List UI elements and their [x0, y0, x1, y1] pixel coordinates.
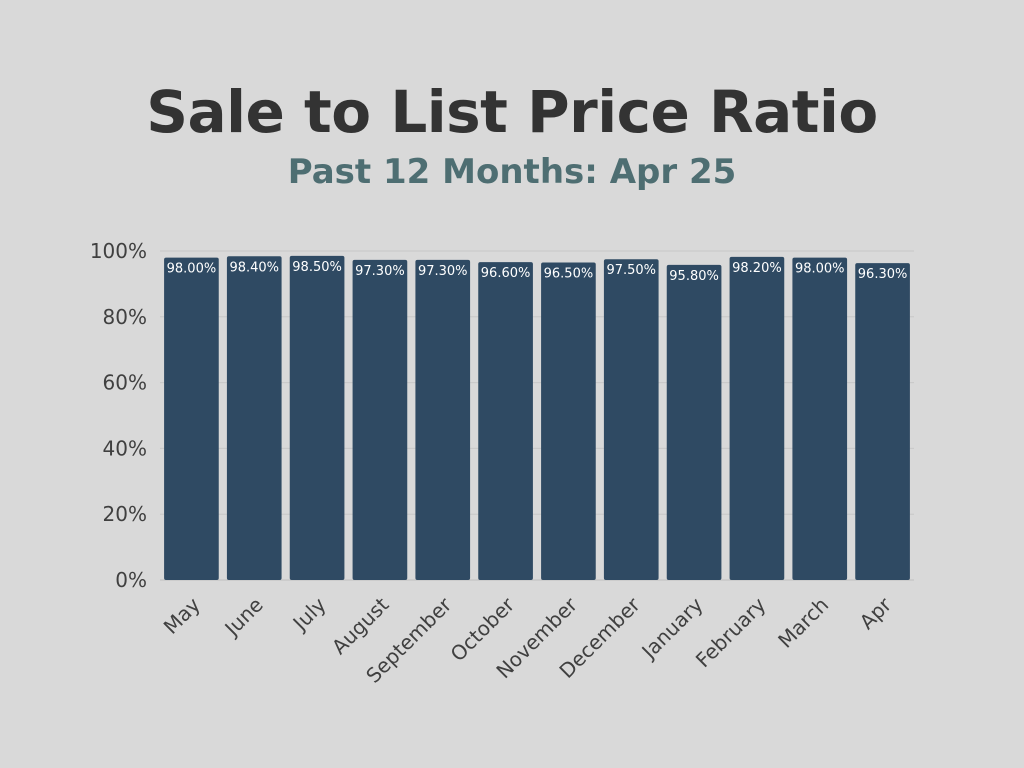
x-category-label: May	[159, 592, 205, 638]
bar	[603, 259, 659, 580]
bar	[289, 255, 345, 580]
bar	[729, 256, 785, 580]
bar	[164, 257, 219, 580]
data-label: 98.00%	[167, 262, 217, 277]
data-label: 97.30%	[418, 264, 468, 279]
x-category-label: March	[773, 593, 833, 653]
bar	[226, 256, 282, 580]
bar	[666, 264, 722, 580]
bar	[478, 262, 533, 580]
bar	[855, 263, 910, 580]
data-label: 95.80%	[669, 269, 719, 284]
data-label: 96.30%	[858, 267, 908, 282]
x-category-label: June	[219, 593, 268, 642]
chart-subtitle: Past 12 Months: Apr 25	[287, 152, 737, 192]
y-tick-label: 80%	[103, 305, 147, 329]
data-label: 98.40%	[229, 260, 279, 275]
x-category-label: February	[691, 592, 771, 672]
y-tick-label: 0%	[115, 568, 147, 592]
data-label: 97.50%	[606, 263, 656, 278]
data-label: 98.00%	[795, 262, 845, 277]
y-tick-label: 40%	[103, 436, 147, 460]
chart-title: Sale to List Price Ratio	[146, 78, 878, 146]
x-category-label: Apr	[855, 592, 897, 634]
data-label: 97.30%	[355, 264, 405, 279]
data-label: 98.20%	[732, 261, 782, 276]
data-label: 98.50%	[292, 260, 342, 275]
x-category-label: July	[287, 592, 331, 636]
data-label: 96.50%	[544, 267, 594, 282]
y-tick-label: 20%	[103, 502, 147, 526]
y-tick-label: 100%	[90, 239, 147, 263]
bar	[792, 257, 848, 580]
data-label: 96.60%	[481, 266, 531, 281]
bar	[541, 262, 596, 580]
bar	[352, 259, 408, 580]
y-tick-label: 60%	[103, 371, 147, 395]
bar	[415, 259, 471, 580]
